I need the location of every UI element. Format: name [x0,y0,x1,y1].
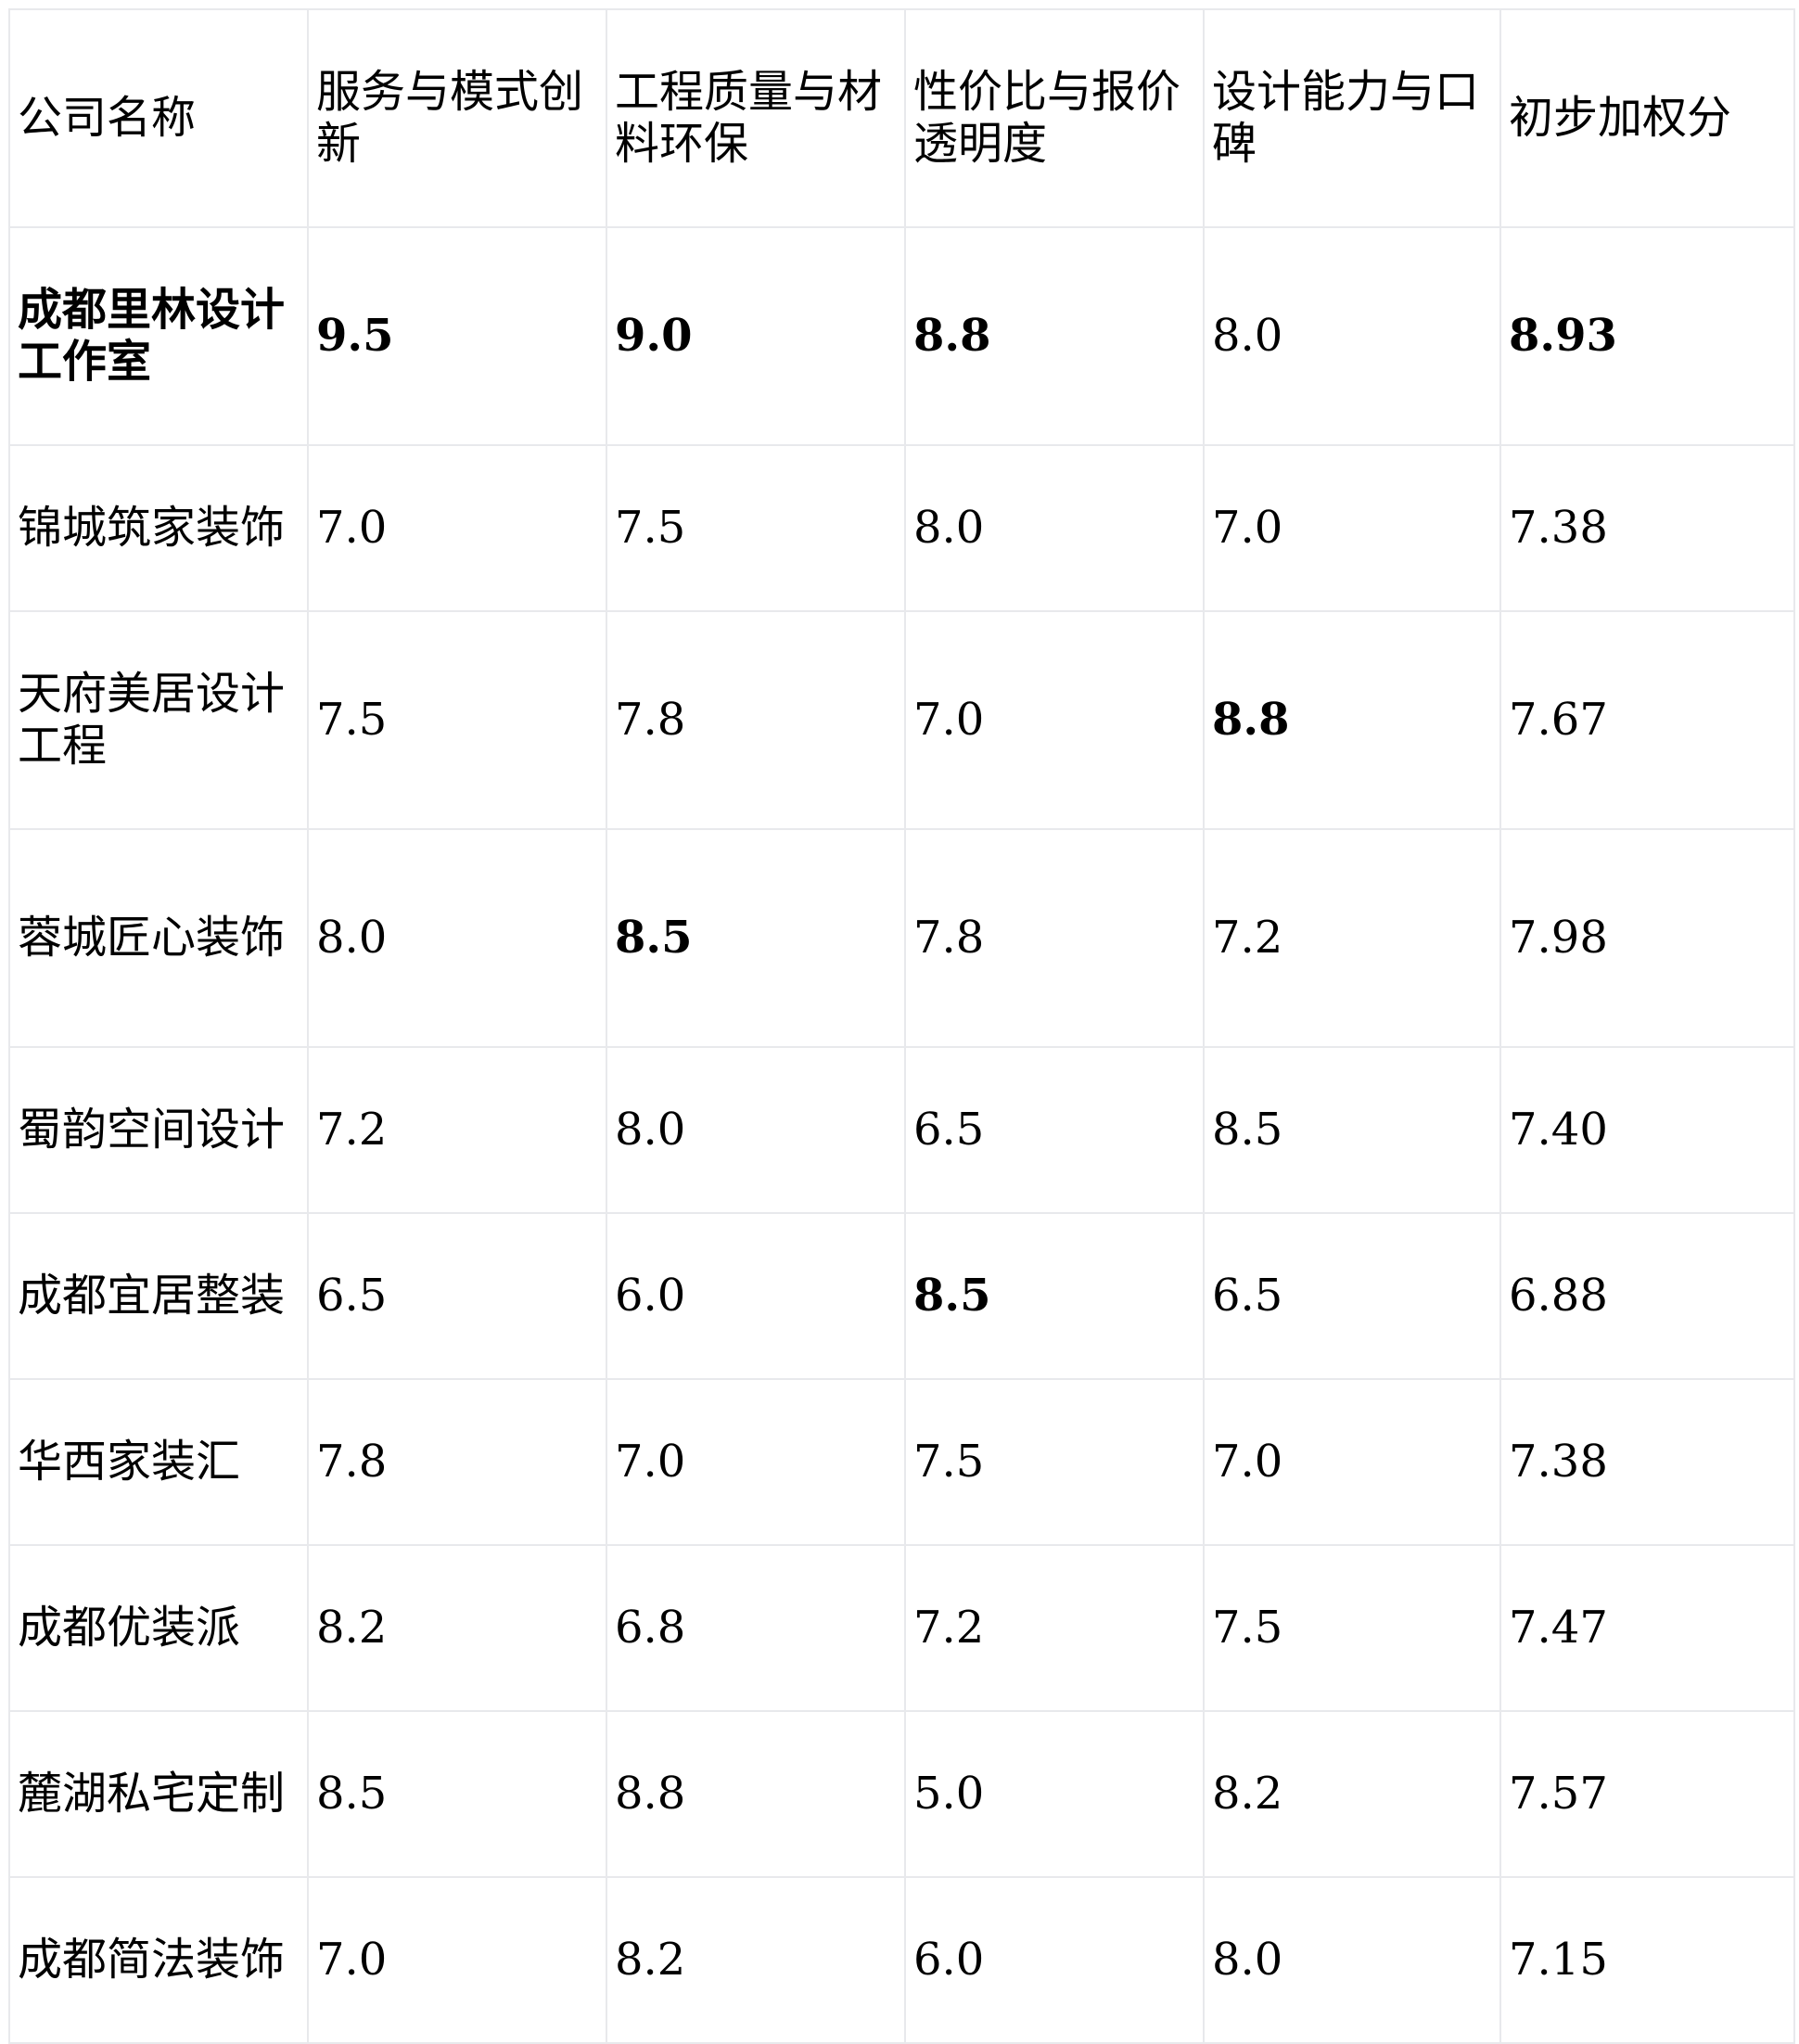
design-reputation-score: 7.2 [1203,828,1501,1048]
weighted-score: 7.15 [1499,1876,1795,2044]
value-transparency-score: 7.0 [904,610,1205,830]
header-service-innovation: 服务与模式创新 [307,8,607,228]
table-row: 成都优装派 8.2 6.8 7.2 7.5 7.47 [8,1544,1795,1712]
service-innovation-score: 7.2 [307,1046,607,1214]
weighted-score: 7.38 [1499,444,1795,612]
quality-materials-score: 7.8 [606,610,906,830]
header-row: 公司名称 服务与模式创新 工程质量与材料环保 性价比与报价透明度 设计能力与口碑… [8,8,1795,228]
service-innovation-score: 8.2 [307,1544,607,1712]
design-reputation-score: 8.2 [1203,1710,1501,1878]
table-row: 成都简法装饰 7.0 8.2 6.0 8.0 7.15 [8,1876,1795,2044]
weighted-score: 7.98 [1499,828,1795,1048]
quality-materials-score: 7.5 [606,444,906,612]
service-innovation-score: 7.0 [307,1876,607,2044]
company-name: 成都优装派 [8,1544,309,1712]
weighted-score: 7.57 [1499,1710,1795,1878]
company-name: 天府美居设计工程 [8,610,309,830]
service-innovation-score: 9.5 [307,226,607,446]
weighted-score: 8.93 [1499,226,1795,446]
table-row: 蜀韵空间设计 7.2 8.0 6.5 8.5 7.40 [8,1046,1795,1214]
header-company-name: 公司名称 [8,8,309,228]
service-innovation-score: 7.0 [307,444,607,612]
design-reputation-score: 7.5 [1203,1544,1501,1712]
service-innovation-score: 8.0 [307,828,607,1048]
value-transparency-score: 6.0 [904,1876,1205,2044]
header-value-transparency: 性价比与报价透明度 [904,8,1205,228]
design-reputation-score: 8.0 [1203,226,1501,446]
service-innovation-score: 6.5 [307,1212,607,1380]
table-row: 蓉城匠心装饰 8.0 8.5 7.8 7.2 7.98 [8,828,1795,1048]
company-name: 成都里林设计工作室 [8,226,309,446]
header-weighted-score: 初步加权分 [1499,8,1795,228]
quality-materials-score: 8.2 [606,1876,906,2044]
quality-materials-score: 7.0 [606,1378,906,1546]
company-score-table: 公司名称 服务与模式创新 工程质量与材料环保 性价比与报价透明度 设计能力与口碑… [8,8,1795,2044]
company-name: 成都宜居整装 [8,1212,309,1380]
value-transparency-score: 5.0 [904,1710,1205,1878]
table-row: 华西家装汇 7.8 7.0 7.5 7.0 7.38 [8,1378,1795,1546]
quality-materials-score: 9.0 [606,226,906,446]
table-row: 锦城筑家装饰 7.0 7.5 8.0 7.0 7.38 [8,444,1795,612]
value-transparency-score: 7.2 [904,1544,1205,1712]
company-name: 麓湖私宅定制 [8,1710,309,1878]
table-row: 天府美居设计工程 7.5 7.8 7.0 8.8 7.67 [8,610,1795,830]
weighted-score: 7.38 [1499,1378,1795,1546]
weighted-score: 7.47 [1499,1544,1795,1712]
table-row: 成都宜居整装 6.5 6.0 8.5 6.5 6.88 [8,1212,1795,1380]
header-design-reputation: 设计能力与口碑 [1203,8,1501,228]
company-name: 蜀韵空间设计 [8,1046,309,1214]
design-reputation-score: 6.5 [1203,1212,1501,1380]
value-transparency-score: 8.0 [904,444,1205,612]
quality-materials-score: 8.8 [606,1710,906,1878]
company-name: 成都简法装饰 [8,1876,309,2044]
quality-materials-score: 8.5 [606,828,906,1048]
weighted-score: 7.67 [1499,610,1795,830]
value-transparency-score: 8.5 [904,1212,1205,1380]
table-row: 麓湖私宅定制 8.5 8.8 5.0 8.2 7.57 [8,1710,1795,1878]
header-quality-materials: 工程质量与材料环保 [606,8,906,228]
design-reputation-score: 7.0 [1203,444,1501,612]
value-transparency-score: 6.5 [904,1046,1205,1214]
service-innovation-score: 7.5 [307,610,607,830]
weighted-score: 6.88 [1499,1212,1795,1380]
service-innovation-score: 7.8 [307,1378,607,1546]
design-reputation-score: 8.8 [1203,610,1501,830]
service-innovation-score: 8.5 [307,1710,607,1878]
table-row: 成都里林设计工作室 9.5 9.0 8.8 8.0 8.93 [8,226,1795,446]
quality-materials-score: 6.0 [606,1212,906,1380]
design-reputation-score: 7.0 [1203,1378,1501,1546]
value-transparency-score: 7.8 [904,828,1205,1048]
design-reputation-score: 8.0 [1203,1876,1501,2044]
value-transparency-score: 8.8 [904,226,1205,446]
company-name: 蓉城匠心装饰 [8,828,309,1048]
weighted-score: 7.40 [1499,1046,1795,1214]
value-transparency-score: 7.5 [904,1378,1205,1546]
company-name: 锦城筑家装饰 [8,444,309,612]
design-reputation-score: 8.5 [1203,1046,1501,1214]
quality-materials-score: 6.8 [606,1544,906,1712]
company-name: 华西家装汇 [8,1378,309,1546]
quality-materials-score: 8.0 [606,1046,906,1214]
